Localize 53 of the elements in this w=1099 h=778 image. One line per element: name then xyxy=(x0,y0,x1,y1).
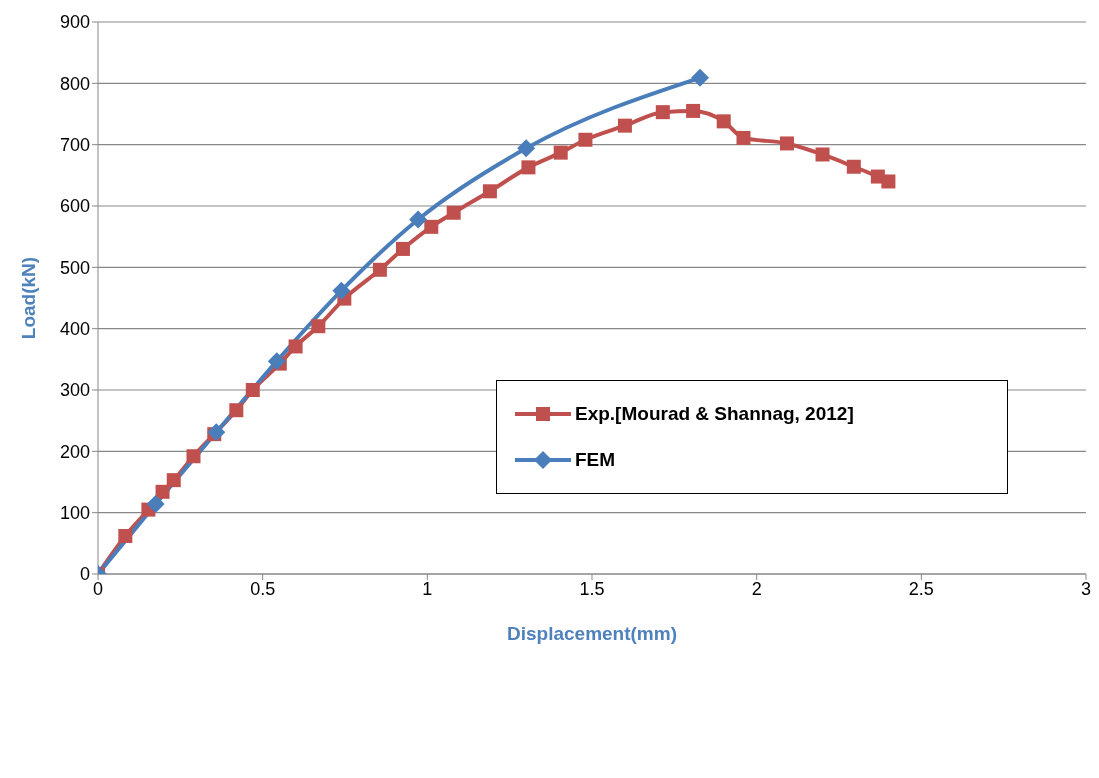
point xyxy=(332,281,351,300)
point xyxy=(446,205,461,220)
point xyxy=(146,495,165,514)
point xyxy=(118,528,133,543)
point xyxy=(424,219,439,234)
point xyxy=(482,184,497,199)
y-tick-label: 0 xyxy=(79,564,90,585)
legend-label: Exp.[Mourad & Shannag, 2012] xyxy=(575,403,854,425)
point xyxy=(578,132,593,147)
point xyxy=(655,105,670,120)
point xyxy=(155,484,170,499)
point xyxy=(395,241,410,256)
y-tick-label: 300 xyxy=(59,380,90,401)
y-axis-title: Load(kN) xyxy=(17,256,39,340)
y-tick-label: 100 xyxy=(59,503,90,524)
point xyxy=(372,262,387,277)
x-tick-label: 2 xyxy=(751,578,762,599)
y-tick-label: 800 xyxy=(59,73,90,94)
point xyxy=(229,403,244,418)
point xyxy=(686,103,701,118)
point xyxy=(521,160,536,175)
x-tick-label: 2.5 xyxy=(908,578,934,599)
y-tick-label: 900 xyxy=(59,12,90,33)
y-tick-label: 400 xyxy=(59,319,90,340)
point xyxy=(311,319,326,334)
y-tick-label: 600 xyxy=(59,196,90,217)
point xyxy=(166,473,181,488)
point xyxy=(409,210,428,229)
x-tick-label: 1 xyxy=(422,578,433,599)
point xyxy=(617,118,632,133)
point xyxy=(779,136,794,151)
point xyxy=(881,174,896,189)
x-tick-label: 3 xyxy=(1080,578,1092,599)
point xyxy=(288,339,303,354)
y-tick-label: 200 xyxy=(59,441,90,462)
point xyxy=(736,130,751,145)
x-tick-label: 0.5 xyxy=(250,578,276,599)
point xyxy=(245,383,260,397)
point xyxy=(186,449,201,464)
x-tick-label: 0 xyxy=(92,578,104,599)
point xyxy=(553,145,568,160)
point xyxy=(267,352,286,371)
x-axis-title: Displacement(mm) xyxy=(507,623,677,644)
point xyxy=(517,139,536,158)
point xyxy=(815,147,830,162)
point xyxy=(846,159,861,174)
point xyxy=(207,423,226,442)
point xyxy=(716,114,731,129)
legend-label: FEM xyxy=(575,449,616,471)
y-tick-label: 700 xyxy=(59,135,90,156)
y-tick-label: 500 xyxy=(59,257,90,278)
point xyxy=(691,68,710,87)
x-tick-label: 1.5 xyxy=(579,578,605,599)
